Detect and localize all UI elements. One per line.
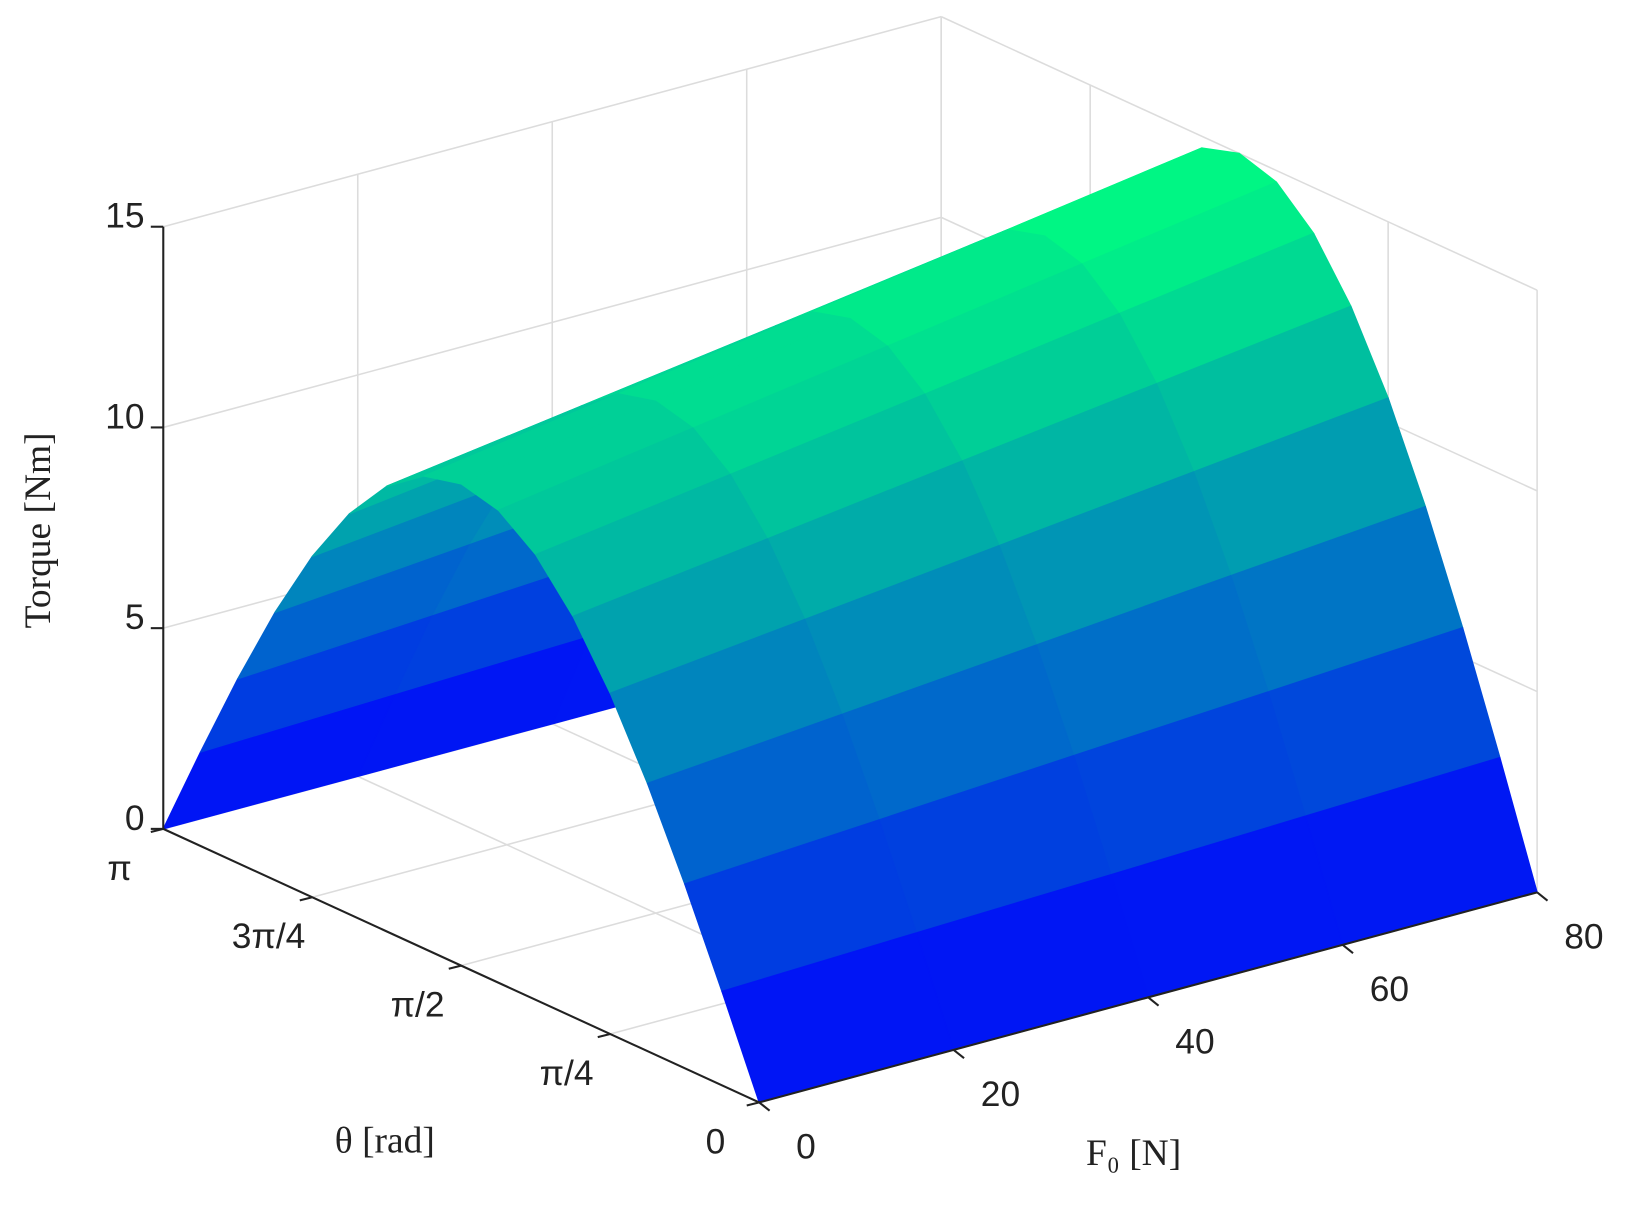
y-tick-label: 0	[706, 1122, 726, 1161]
surface	[162, 147, 1538, 1104]
y-tick	[150, 827, 164, 834]
x-tick-label: 20	[981, 1075, 1020, 1114]
z-tick-label: 10	[105, 397, 144, 436]
x-tick-label: 60	[1370, 970, 1409, 1009]
y-tick-label: π/4	[540, 1054, 594, 1093]
y-tick	[299, 896, 313, 902]
z-tick-label: 5	[125, 598, 145, 637]
x-tick	[758, 1101, 771, 1112]
y-tick	[597, 1033, 611, 1039]
y-tick-label: π	[107, 849, 131, 888]
y-tick	[746, 1101, 760, 1107]
x-tick	[953, 1049, 965, 1060]
plot: 0 5 10 15 0 π/4 π/2 3π/4 π 0 20 40 60 80 Torque [Nm] θ …	[18, 15, 1604, 1174]
y-axis-label: θ [rad]	[335, 1121, 435, 1162]
x-tick	[1147, 996, 1160, 1007]
y-tick	[448, 964, 462, 970]
x-axis-label: F₀ [N]	[1086, 1133, 1181, 1174]
y-tick-label: π/2	[391, 986, 445, 1025]
y-axis	[162, 827, 760, 1104]
z-tick-label: 15	[105, 197, 144, 236]
z-tick-label: 0	[125, 799, 145, 838]
axes: 0 5 10 15 0 π/4 π/2 3π/4 π 0 20 40 60 80	[105, 197, 1603, 1167]
x-tick-label: 80	[1564, 917, 1603, 956]
x-tick-label: 0	[796, 1128, 816, 1167]
y-tick-label: 3π/4	[232, 917, 306, 956]
x-tick-label: 40	[1175, 1023, 1214, 1062]
x-tick	[1536, 891, 1549, 902]
x-tick	[1341, 944, 1354, 954]
z-axis-label: Torque [Nm]	[18, 432, 59, 628]
